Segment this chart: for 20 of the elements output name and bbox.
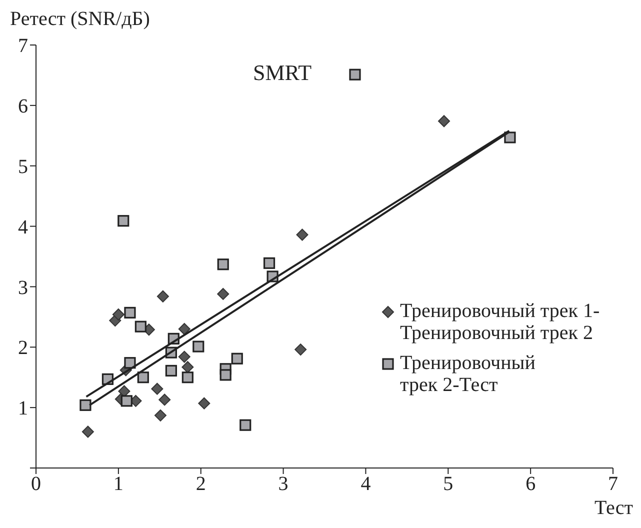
y-tick-label: 1 [18, 398, 28, 420]
x-tick-label: 6 [526, 473, 536, 496]
y-tick-label: 5 [18, 156, 28, 178]
annotation: SMRT [253, 60, 312, 86]
x-tick-label: 1 [113, 473, 124, 496]
legend-label: Тренировочный трек 1-Тренировочный трек 2 [400, 300, 601, 344]
x-tick-label: 5 [443, 473, 454, 496]
x-axis-title: Тест [594, 497, 633, 520]
x-tick-label: 7 [608, 473, 618, 496]
y-tick-label: 4 [18, 216, 28, 238]
y-tick-label: 2 [18, 337, 28, 360]
x-tick-label: 3 [278, 473, 288, 496]
y-tick-label: 6 [18, 96, 28, 118]
x-tick-label: 2 [196, 473, 206, 496]
y-axis-title: Ретест (SNR/дБ) [10, 8, 150, 31]
x-tick-label: 4 [360, 473, 371, 496]
y-tick-label: 3 [18, 276, 28, 299]
y-tick-label: 7 [18, 35, 28, 58]
legend-label: Тренировочный трек 2-Тест [400, 352, 536, 396]
x-tick-label: 0 [31, 473, 41, 496]
